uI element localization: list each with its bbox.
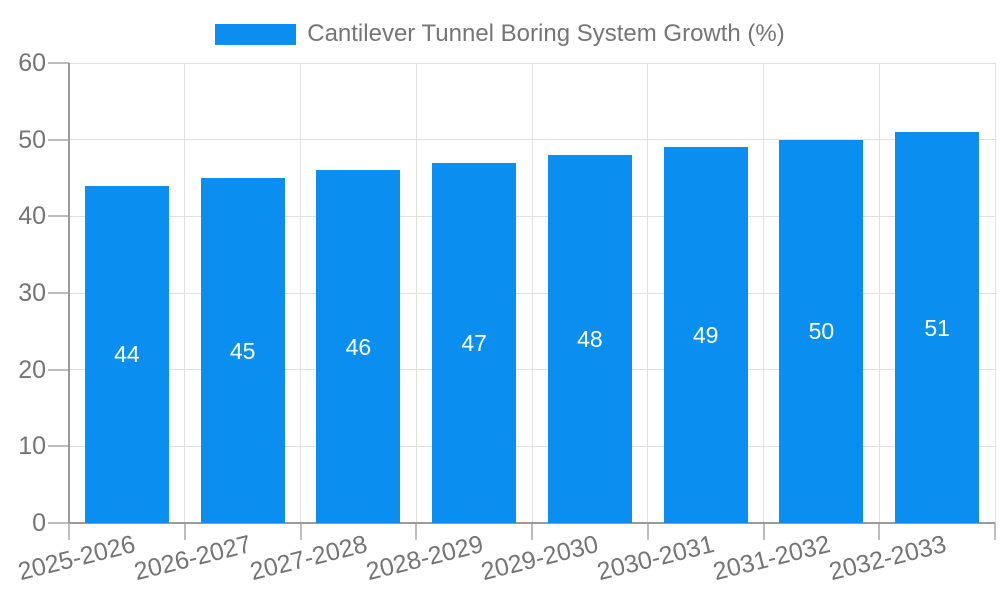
y-axis-tick-label: 0 (32, 509, 46, 537)
bar-value-label: 49 (692, 322, 719, 349)
y-axis-tick (48, 445, 69, 448)
x-axis-tick (415, 523, 418, 540)
legend[interactable]: Cantilever Tunnel Boring System Growth (… (0, 20, 1000, 48)
x-axis-tick (762, 523, 765, 540)
y-axis-tick-label: 40 (18, 202, 46, 231)
x-axis-tick-label: 2026-2027 (131, 530, 255, 587)
bar[interactable]: 48 (547, 155, 632, 523)
y-axis-tick (48, 368, 69, 371)
bar-value-label: 48 (577, 326, 603, 352)
x-axis-tick-label: 2028-2029 (362, 530, 486, 587)
x-axis-tick (299, 523, 302, 540)
bar-value-label: 44 (114, 341, 140, 368)
bar-value-label: 46 (345, 333, 372, 360)
y-axis-tick (48, 62, 69, 64)
y-axis-tick-label: 10 (18, 432, 46, 461)
gridline-v (531, 63, 533, 523)
y-axis-tick-label: 50 (18, 125, 46, 154)
bar[interactable]: 49 (663, 147, 748, 523)
gridline-v (415, 63, 417, 523)
y-axis-line (68, 63, 70, 523)
x-axis-tick (994, 523, 996, 540)
bar[interactable]: 47 (432, 162, 517, 523)
y-axis-tick (48, 215, 69, 218)
x-axis-line (69, 522, 995, 524)
x-axis-tick (878, 523, 881, 540)
bar-value-label: 47 (461, 329, 487, 356)
bar[interactable]: 45 (200, 178, 285, 523)
bar-value-label: 51 (924, 314, 950, 341)
x-axis-tick-label: 2027-2028 (247, 530, 370, 587)
x-axis-tick-label: 2031-2032 (710, 530, 833, 587)
gridline-v (647, 63, 649, 523)
gridline-v (878, 63, 880, 523)
x-axis-tick (646, 523, 649, 540)
y-axis-tick-label: 60 (18, 49, 46, 77)
bar[interactable]: 44 (84, 185, 169, 523)
bar-value-label: 50 (808, 318, 835, 345)
y-axis-tick-label: 30 (18, 279, 46, 307)
x-axis-tick (68, 523, 70, 540)
x-axis-tick-label: 2025-2026 (15, 530, 139, 587)
y-axis-tick (48, 522, 69, 524)
gridline-v (300, 63, 301, 523)
x-axis-tick-label: 2029-2030 (478, 530, 602, 587)
bar[interactable]: 51 (895, 132, 980, 523)
x-axis-tick (531, 523, 533, 540)
gridline-v (184, 63, 186, 523)
bar-value-label: 45 (229, 337, 256, 364)
x-axis-tick (183, 523, 186, 540)
y-axis-tick (48, 292, 69, 294)
legend-label: Cantilever Tunnel Boring System Growth (… (307, 20, 785, 47)
legend-swatch (215, 23, 297, 45)
x-axis-tick-label: 2030-2031 (594, 530, 718, 587)
bar[interactable]: 50 (779, 139, 864, 523)
gridline-v (763, 63, 764, 523)
gridline-v (994, 63, 996, 523)
x-axis-tick-label: 2032-2033 (825, 530, 949, 587)
bar[interactable]: 46 (316, 170, 401, 523)
y-axis-tick-label: 20 (18, 355, 46, 384)
y-axis-tick (48, 138, 69, 141)
